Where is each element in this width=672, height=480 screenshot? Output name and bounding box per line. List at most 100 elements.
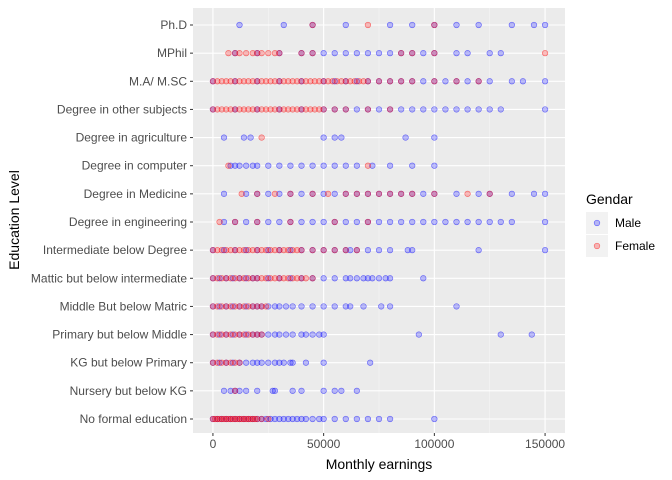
data-point-male [453,190,460,197]
data-point-female [245,275,252,282]
data-point-female [431,190,438,197]
data-point-male [243,275,250,282]
data-point-male [320,387,327,394]
data-point-female [285,275,292,282]
data-point-female [236,106,243,113]
data-point-male [453,21,460,29]
data-point-female [225,50,232,57]
data-point-male [302,359,310,366]
data-point-male [360,303,367,310]
data-point-male [220,387,228,394]
data-point-female [236,247,243,254]
data-point-male [364,50,372,57]
data-point-female [271,106,279,113]
data-point-female [218,331,225,338]
legend: Gendar Male Female [586,191,655,257]
points-layer [209,21,549,423]
data-point-female [267,275,274,282]
data-point-male [420,218,427,226]
data-point-female [364,78,372,85]
data-point-male [265,218,272,226]
data-point-male [420,78,427,85]
data-point-female [209,303,217,310]
data-point-female [364,218,372,226]
data-point-female [298,275,305,282]
grid-layer [193,8,565,433]
data-point-female [309,190,316,197]
data-point-female [249,247,256,254]
x-tick-label: 0 [210,437,217,451]
data-point-female [280,106,287,113]
data-point-female [464,190,471,197]
data-point-female [245,106,252,113]
data-point-male [276,303,283,310]
data-point-male [431,218,438,226]
data-point-male [289,331,296,338]
data-point-female [236,415,243,423]
legend-label-male: Male [615,216,641,230]
data-point-female [398,190,405,197]
data-point-female [276,247,283,254]
data-point-male [276,331,283,338]
data-point-female [258,415,265,423]
data-point-female [258,106,265,113]
data-point-male [475,190,482,197]
data-point-male [220,247,228,254]
data-point-female [262,106,270,113]
data-point-female [258,134,265,141]
data-point-male [287,359,294,366]
data-point-male [453,50,460,57]
data-point-male [541,218,549,226]
data-point-female [289,247,296,254]
data-point-female [486,190,493,197]
data-point-male [249,162,256,169]
data-point-female [227,78,234,85]
data-point-male [367,359,374,366]
data-point-female [353,247,360,254]
data-point-male [386,303,394,310]
data-point-female [254,275,261,282]
data-point-male [353,415,360,423]
data-point-female [342,190,349,197]
data-point-female [240,106,248,113]
data-point-female [209,247,217,254]
data-point-female [214,78,221,85]
data-point-male [486,50,493,57]
data-point-female [364,190,372,197]
data-point-male [375,106,383,113]
y-tick-label: No formal education [80,412,187,426]
data-point-female [227,359,234,366]
data-point-male [276,190,283,197]
data-point-female [245,303,252,310]
data-point-female [355,78,363,85]
data-point-male [287,162,294,169]
data-point-female [258,331,265,338]
data-point-male [369,162,376,169]
legend-marker-female [593,242,601,250]
data-point-female [386,106,394,113]
data-point-male [243,190,250,197]
data-point-male [276,359,283,366]
data-point-female [386,78,394,85]
data-point-female [280,275,287,282]
data-point-male [298,218,305,226]
data-point-male [331,387,338,394]
data-point-male [243,247,250,254]
data-point-male [541,190,549,197]
data-point-male [420,50,427,57]
data-point-male [453,303,460,310]
data-point-male [262,415,270,423]
data-point-female [364,162,372,169]
data-point-female [409,78,416,85]
data-point-male [369,275,376,282]
data-point-female [227,247,234,254]
data-point-female [320,106,327,113]
data-point-female [258,303,265,310]
data-point-male [420,275,427,282]
data-point-male [409,21,416,29]
data-point-male [227,387,234,394]
data-point-male [475,106,482,113]
data-point-female [276,275,283,282]
data-point-female [262,247,270,254]
data-point-female [298,50,305,57]
